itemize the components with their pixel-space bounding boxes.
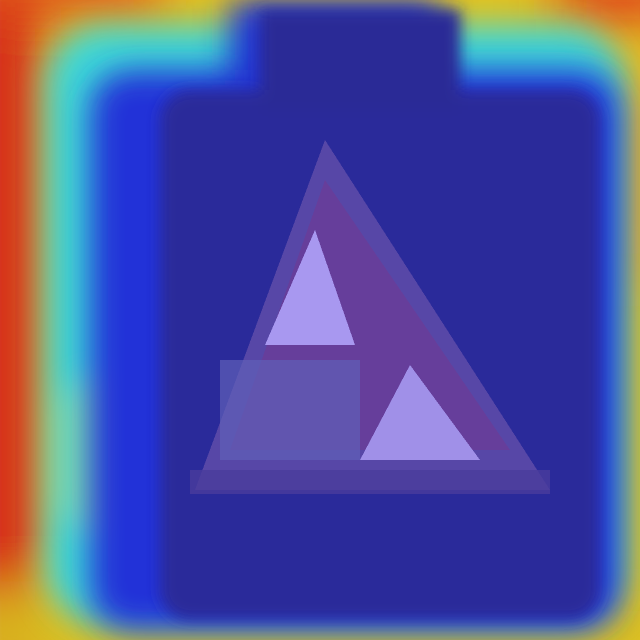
triangle-sign [190, 140, 550, 494]
